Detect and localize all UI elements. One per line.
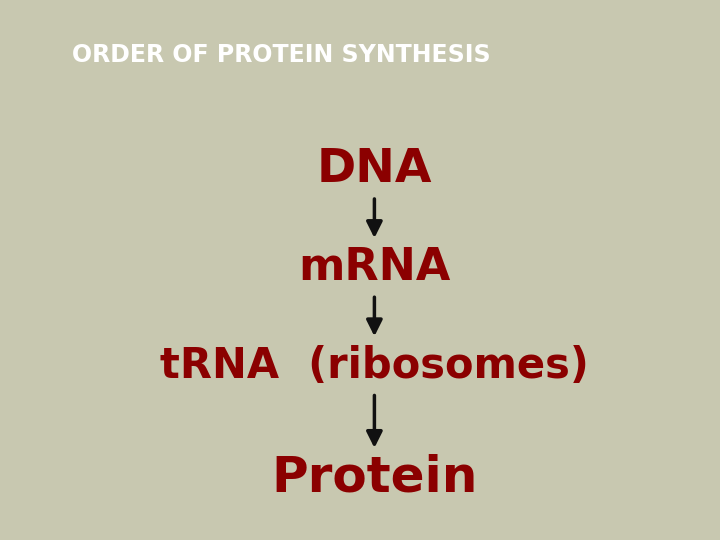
Text: Protein: Protein [271, 454, 477, 502]
Text: mRNA: mRNA [298, 246, 451, 289]
Text: ORDER OF PROTEIN SYNTHESIS: ORDER OF PROTEIN SYNTHESIS [72, 43, 490, 68]
Text: DNA: DNA [317, 147, 432, 192]
Text: tRNA  (ribosomes): tRNA (ribosomes) [160, 345, 589, 387]
